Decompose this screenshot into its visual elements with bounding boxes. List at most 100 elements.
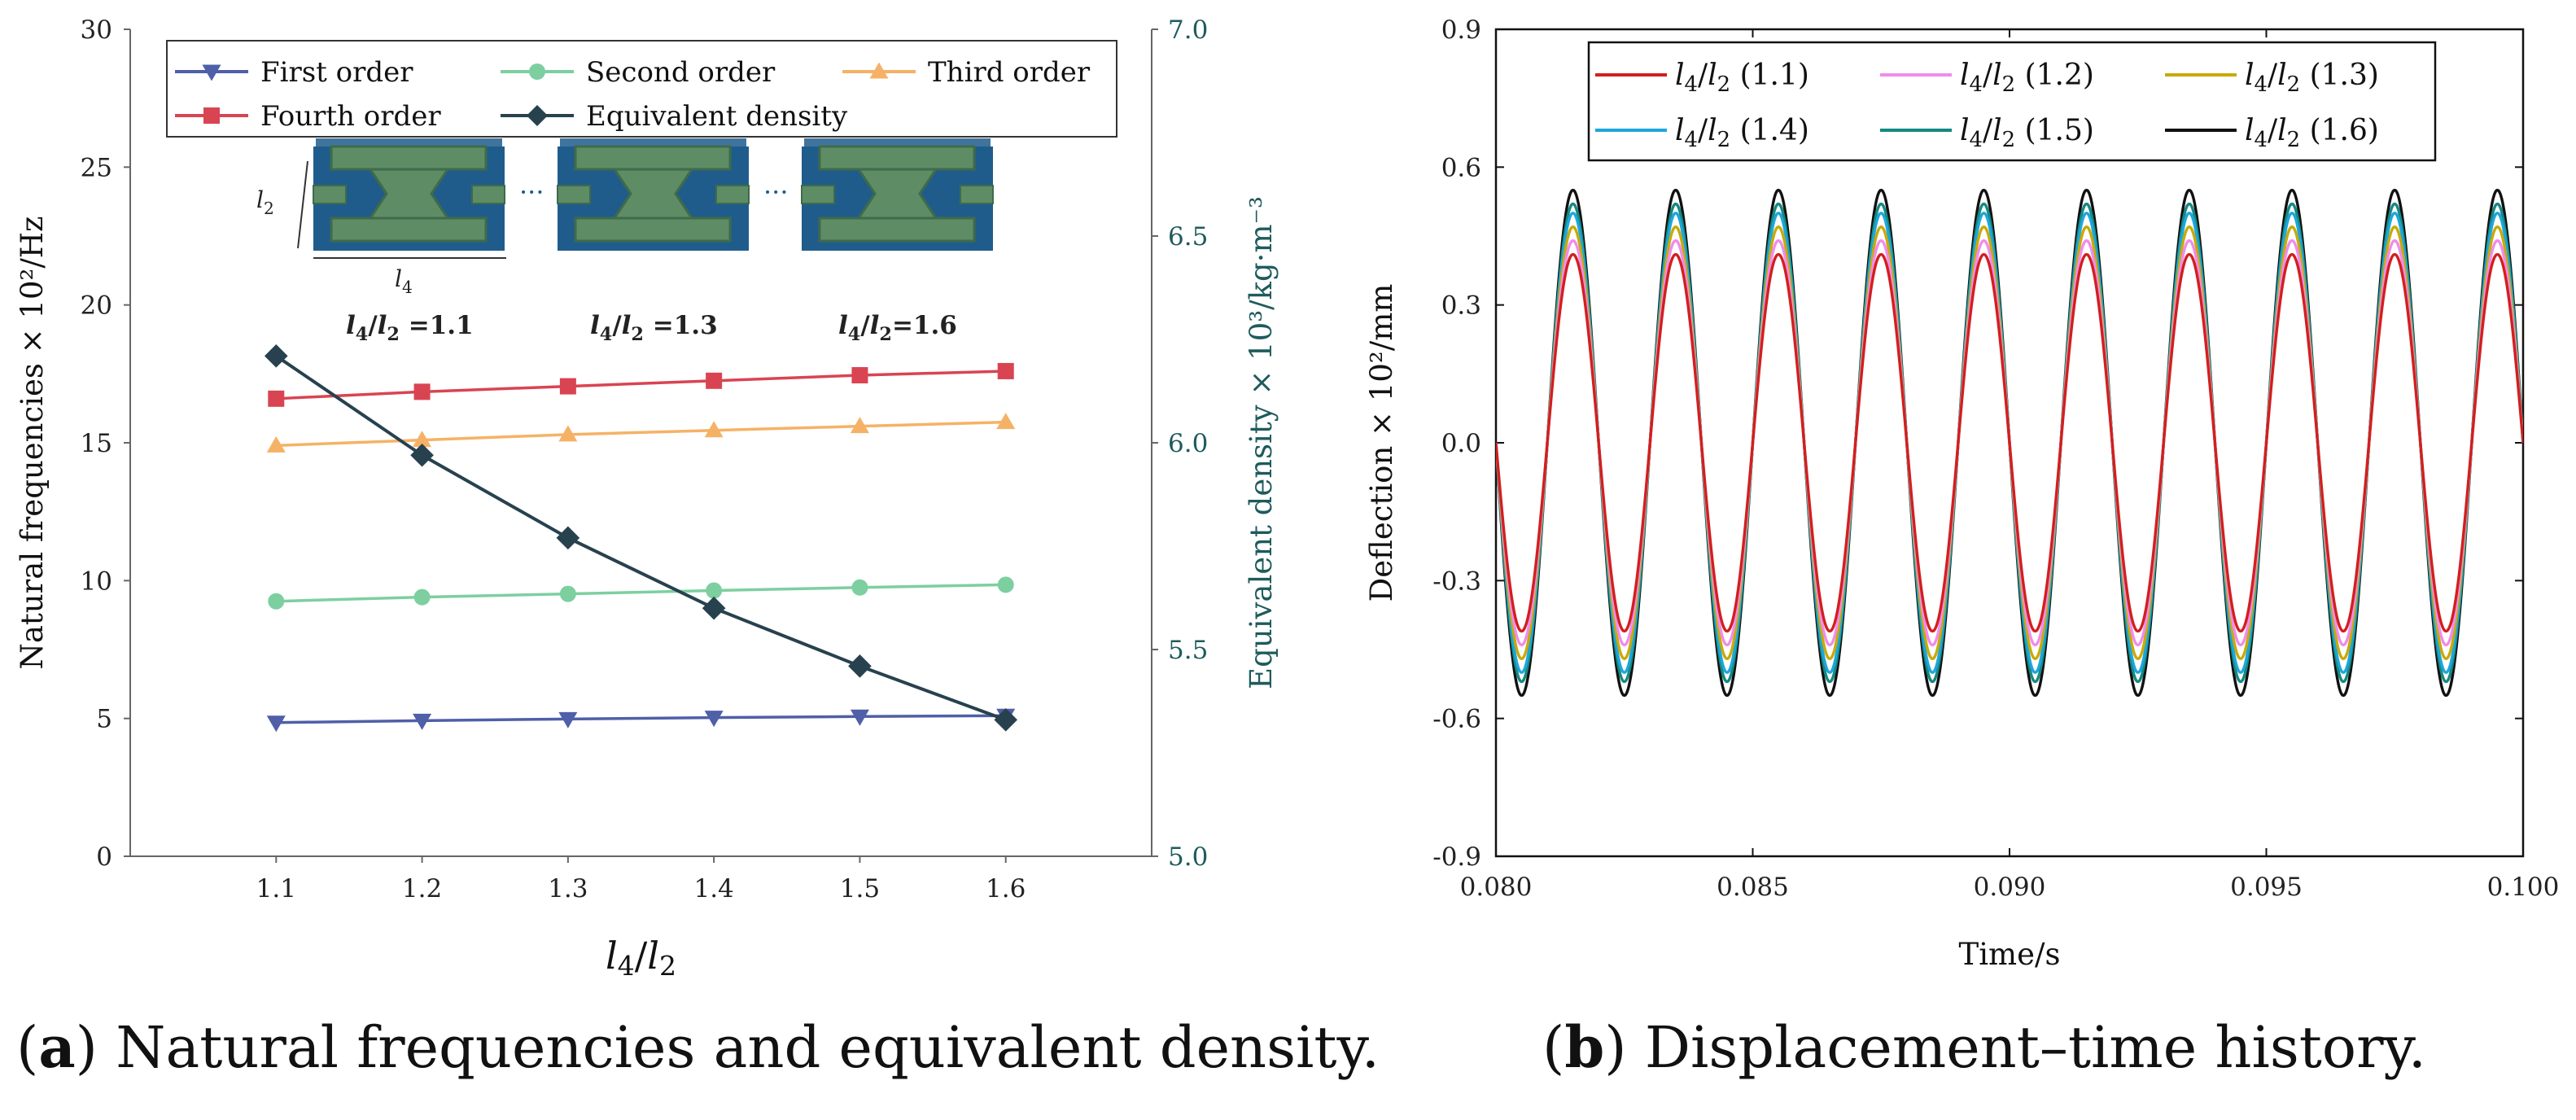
legend-label: Equivalent density (586, 100, 848, 133)
caption-a: (a) Natural frequencies and equivalent d… (16, 1013, 1380, 1081)
x-tick-label: 1.4 (693, 874, 733, 903)
inset-ellipsis: ··· (519, 177, 545, 208)
inset-web (612, 168, 694, 220)
legend-b: l4​/l2​ (1.1) l4​/l2​ (1.2) l4​/l2​ (1.3) l… (1587, 41, 2437, 162)
data-point (413, 713, 432, 730)
data-point (997, 362, 1014, 379)
y-tick-label: 15 (81, 429, 112, 458)
series-line (275, 354, 1007, 722)
y-tick-label: 10 (81, 567, 112, 596)
data-point (850, 709, 869, 726)
data-point (997, 576, 1014, 593)
legend-box (166, 40, 1117, 138)
x-tick-label: 0.100 (2487, 873, 2560, 902)
series-first-order (266, 708, 1016, 733)
legend-label: First order (260, 56, 413, 89)
legend-label: Fourth order (260, 100, 441, 133)
x-tick-label: 0.095 (2230, 873, 2303, 902)
inset-arm-left (801, 185, 835, 204)
y2-tick-label: 7.0 (1168, 15, 1208, 45)
legend-label: l4​/l2​ (1.5) (1960, 114, 2094, 152)
data-point (851, 579, 868, 596)
data-point (266, 715, 286, 733)
data-point (268, 390, 285, 407)
inset-arm-left (557, 185, 591, 204)
inset-cell-1 (313, 138, 505, 251)
data-point (559, 585, 576, 602)
inset-flange-bottom (330, 217, 488, 243)
series-equivalent-density (264, 344, 1018, 732)
series-line (276, 583, 1006, 603)
inset-ratio-label: l4​/l2​ =1.3 (590, 311, 718, 345)
y-tick-label: 30 (81, 15, 112, 45)
data-point (413, 588, 431, 606)
inset-arm-left (313, 185, 347, 204)
series-421.1 (1496, 252, 2523, 633)
inset-dim-line-l2 (297, 160, 308, 249)
data-point (413, 431, 432, 448)
y-axis-label: Deflection × 10²/mm (1364, 284, 1399, 602)
x-tick-label: 1.3 (548, 874, 588, 903)
data-point (706, 372, 723, 389)
y-tick-label: 0.6 (1441, 153, 1481, 182)
y-tick-label: 5 (96, 705, 112, 734)
x-tick-label: 1.5 (840, 874, 880, 903)
inset-flange-top (330, 145, 488, 171)
legend-marker (203, 107, 220, 124)
inset-cell-2 (557, 138, 750, 251)
legend-marker (529, 63, 545, 80)
legend-label: Third order (928, 56, 1091, 89)
caption-b: (b) Displacement–time history. (1542, 1013, 2427, 1081)
legend-marker (527, 105, 548, 126)
legend-label: l4​/l2​ (1.1) (1675, 59, 1809, 97)
legend-label: Second order (586, 56, 776, 89)
y2-tick-label: 6.0 (1168, 429, 1208, 458)
y-tick-label: 0.0 (1441, 429, 1481, 458)
y2-tick-label: 6.5 (1168, 222, 1208, 252)
legend-box (1587, 41, 2437, 162)
y-tick-label: -0.9 (1432, 842, 1481, 872)
data-point (994, 708, 1018, 732)
x-tick-label: 1.2 (402, 874, 442, 903)
inset-flange-bottom (574, 217, 732, 243)
inset-flange-top (574, 145, 732, 171)
data-point (559, 378, 576, 395)
data-point (704, 711, 724, 728)
inset-ellipsis: ··· (763, 177, 789, 208)
inset-cell-3 (801, 138, 994, 251)
chart-natural-frequencies: 0 5 10 15 20 25 30 5.0 5.5 6.0 6.5 7.0 1.1 1.2 1.3 1.4 1… (15, 15, 1279, 982)
series-fourth-order (268, 362, 1014, 407)
data-point (413, 383, 431, 400)
data-point (268, 593, 285, 610)
inset-illustration: ··· ··· l2​ l4​ l4​/l2​ =1.1 l4​/l2​ =1.3 l4​/… (256, 138, 994, 345)
data-point (410, 443, 434, 467)
legend-a: First order Second order Third order Fourth… (166, 40, 1117, 138)
series-group (1496, 188, 2523, 698)
x-tick-label: 1.1 (256, 874, 296, 903)
legend-label: l4​/l2​ (1.4) (1675, 114, 1809, 152)
inset-flange-top (818, 145, 976, 171)
legend-label: l4​/l2​ (1.6) (2245, 114, 2379, 152)
x-tick-label: 0.085 (1717, 873, 1789, 902)
data-point (851, 367, 868, 384)
data-point (996, 413, 1016, 430)
y-tick-label: 0.3 (1441, 291, 1481, 321)
data-point (704, 421, 724, 438)
inset-flange-bottom (818, 217, 976, 243)
data-point (266, 435, 286, 453)
data-point (848, 654, 872, 678)
y-tick-label: 20 (81, 291, 112, 321)
data-point (706, 582, 723, 599)
y2-tick-label: 5.5 (1168, 636, 1208, 665)
data-point (558, 711, 578, 728)
y2-tick-label: 5.0 (1168, 842, 1208, 872)
inset-arm-right (960, 185, 994, 204)
chart-displacement-time: -0.9 -0.6 -0.3 0.0 0.3 0.6 0.9 0.080 0.085 0.090 0… (1364, 15, 2559, 972)
legend-marker (869, 62, 889, 79)
legend-label: l4​/l2​ (1.2) (1960, 59, 2094, 97)
data-point (850, 417, 869, 434)
y-tick-label: -0.3 (1432, 567, 1481, 596)
data-point (556, 526, 580, 550)
y-axis-label: Natural frequencies × 10²/Hz (15, 216, 50, 669)
inset-label-l4: l4​ (395, 265, 413, 297)
